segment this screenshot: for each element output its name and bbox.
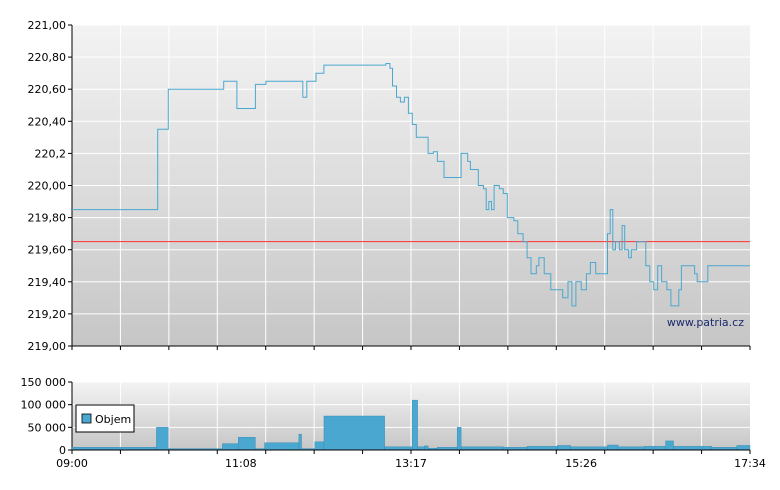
price-y-tick-label: 219,80 [28,212,67,225]
volume-bar [665,440,674,451]
volume-y-tick-label: 100 000 [21,399,67,412]
price-chart-panel: 219,00 219,20 219,40 219,60 219,80 220,00 220,… [28,19,751,353]
price-x-tick-marks [71,346,751,350]
price-y-tick-label: 219,20 [28,308,67,321]
price-y-tick-label: 219,60 [28,244,67,257]
volume-bar [156,427,169,451]
volume-bar [557,445,571,451]
volume-bar [736,445,751,451]
volume-x-tick-labels: 09:00 11:08 13:17 15:26 17:34 [56,450,766,470]
price-y-tick-label: 220,00 [28,180,67,193]
volume-bar [673,446,712,451]
price-y-tick-labels: 219,00 219,20 219,40 219,60 219,80 220,00 220,… [28,19,72,353]
volume-bar [264,442,300,451]
volume-y-tick-label: 150 000 [21,376,67,389]
watermark-text: www.patria.cz [667,316,744,329]
legend-label: Objem [95,413,131,426]
price-y-tick-label: 220,2 [35,147,67,160]
volume-bar [456,427,462,451]
price-y-tick-label: 220,60 [28,83,67,96]
price-y-tick-label: 219,00 [28,340,67,353]
volume-gridlines [71,381,750,450]
volume-chart-panel: 0 50 000 100 000 150 000 09:00 11:08 13:17 15:… [21,376,766,470]
volume-bar [412,399,418,451]
price-y-tick-label: 220,80 [28,51,67,64]
volume-bars [71,399,751,451]
x-tick-label: 13:17 [395,457,427,470]
volume-bar [526,446,558,451]
volume-y-tick-labels: 0 50 000 100 000 150 000 [21,376,72,457]
volume-bar [222,443,239,451]
x-tick-label: 09:00 [56,457,88,470]
volume-y-tick-label: 0 [59,444,66,457]
volume-y-tick-label: 50 000 [28,421,67,434]
volume-bar [607,444,619,451]
legend: Objem [75,404,135,433]
price-y-tick-label: 219,40 [28,276,67,289]
x-tick-label: 17:34 [734,457,766,470]
volume-bar [298,433,302,451]
volume-bar [423,445,429,451]
volume-bar [238,437,256,451]
price-y-tick-label: 221,00 [28,19,67,32]
legend-swatch [81,413,92,424]
price-y-tick-label: 220,40 [28,115,67,128]
volume-bar [323,415,385,451]
x-tick-label: 11:08 [225,457,257,470]
price-series-line [72,63,750,307]
volume-bar [644,446,666,451]
x-tick-label: 15:26 [565,457,597,470]
volume-bar [314,441,325,451]
